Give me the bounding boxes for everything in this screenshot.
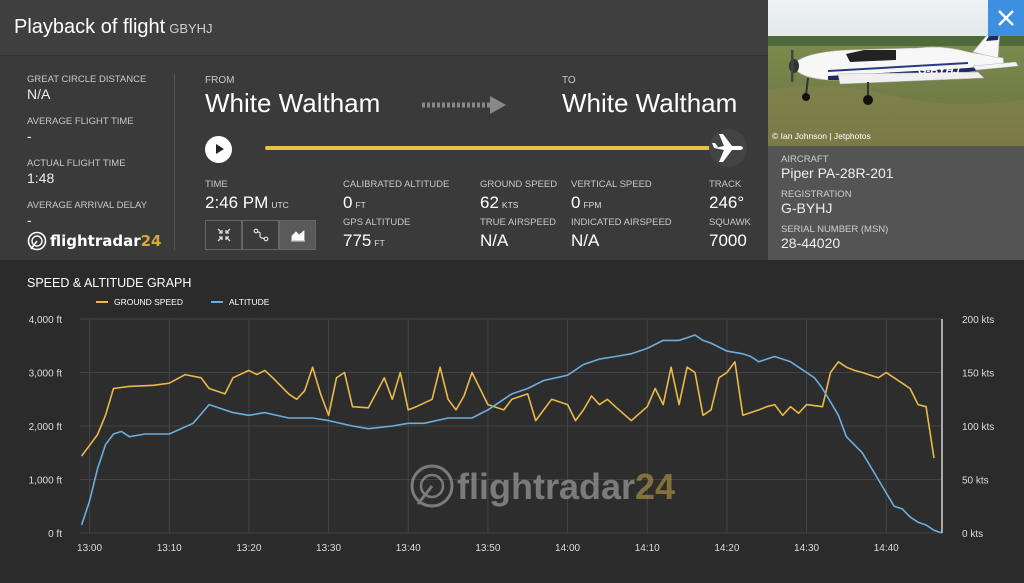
route-icon [253, 228, 268, 242]
y-right-tick-label: 100 kts [962, 422, 994, 433]
stat-label-delay: AVERAGE ARRIVAL DELAY [27, 200, 148, 211]
registration-value: G-BYHJ [781, 200, 833, 216]
aircraft-image: G-BYHJ [768, 0, 1024, 146]
y-left-tick-label: 0 ft [48, 529, 62, 540]
gps-altitude-value: 775 FT [343, 231, 385, 250]
logo-number: 24 [140, 232, 162, 250]
registration-marking: G-BYHJ [918, 65, 960, 77]
legend-altitude: ALTITUDE [211, 297, 269, 307]
legend-ground-speed: GROUND SPEED [96, 297, 183, 307]
x-tick-label: 13:50 [475, 543, 500, 554]
flight-info-panel: GREAT CIRCLE DISTANCE N/A AVERAGE FLIGHT… [0, 56, 768, 260]
flight-stats: GREAT CIRCLE DISTANCE N/A AVERAGE FLIGHT… [27, 74, 177, 242]
airplane-icon[interactable] [706, 128, 750, 168]
view-toggle-group [205, 220, 316, 250]
x-tick-label: 14:00 [555, 543, 580, 554]
playback-progress[interactable] [265, 146, 725, 150]
stat-value-delay: - [27, 212, 32, 228]
play-button[interactable] [205, 136, 232, 163]
aircraft-photo: G-BYHJ [768, 0, 1024, 146]
route-arrow-icon [422, 96, 506, 114]
time-value: 2:46 PM UTC [205, 193, 289, 212]
x-tick-label: 13:10 [157, 543, 182, 554]
y-left-tick-label: 3,000 ft [29, 369, 63, 380]
true-airspeed-label: TRUE AIRSPEED [480, 217, 557, 228]
watermark-logo: flightradar24 [410, 464, 675, 508]
x-tick-label: 14:20 [714, 543, 739, 554]
indicated-airspeed-label: INDICATED AIRSPEED [571, 217, 672, 228]
x-tick-label: 14:10 [635, 543, 660, 554]
graph-title: SPEED & ALTITUDE GRAPH [27, 276, 192, 290]
from-label: FROM [205, 75, 235, 86]
squawk-value: 7000 [709, 231, 747, 250]
ground-speed-label: GROUND SPEED [480, 179, 558, 190]
x-tick-label: 13:40 [396, 543, 421, 554]
squawk-label: SQUAWK [709, 217, 751, 228]
photo-credit: © Ian Johnson | Jetphotos [772, 131, 871, 141]
from-city: White Waltham [205, 88, 381, 118]
stat-label-distance: GREAT CIRCLE DISTANCE [27, 74, 147, 85]
y-right-tick-label: 0 kts [962, 529, 983, 540]
serial-number-label: SERIAL NUMBER (MSN) [781, 224, 889, 235]
x-tick-label: 13:30 [316, 543, 341, 554]
legend-swatch-ground-speed [96, 301, 108, 303]
stat-value-actual-time: 1:48 [27, 170, 55, 186]
gps-altitude-label: GPS ALTITUDE [343, 217, 411, 228]
collapse-view-button[interactable] [205, 220, 242, 250]
graph-view-button[interactable] [279, 220, 316, 250]
legend-label-ground-speed: GROUND SPEED [114, 297, 183, 307]
flightradar-logo: flightradar24 [27, 231, 162, 251]
logo-text: flightradar [50, 232, 141, 250]
aircraft-type-value: Piper PA-28R-201 [781, 165, 894, 181]
x-tick-label: 13:00 [77, 543, 102, 554]
indicated-airspeed-value: N/A [571, 231, 600, 250]
track-value: 246° [709, 193, 745, 212]
stat-value-distance: N/A [27, 86, 51, 102]
ground-speed-value: 62 KTS [480, 193, 519, 212]
calibrated-altitude-label: CALIBRATED ALTITUDE [343, 179, 450, 190]
y-left-tick-label: 2,000 ft [29, 422, 63, 433]
stat-label-avg-time: AVERAGE FLIGHT TIME [27, 116, 134, 127]
callsign: GBYHJ [169, 21, 213, 36]
aircraft-type-label: AIRCRAFT [781, 154, 829, 165]
header-bar: Playback of flight GBYHJ [0, 0, 768, 56]
x-tick-label: 14:30 [794, 543, 819, 554]
divider [174, 74, 175, 250]
to-city: White Waltham [562, 88, 738, 118]
y-right-tick-label: 150 kts [962, 369, 994, 380]
svg-text:flightradar24: flightradar24 [457, 466, 675, 507]
stat-label-actual-time: ACTUAL FLIGHT TIME [27, 158, 126, 169]
page-title: Playback of flight GBYHJ [14, 16, 213, 39]
true-airspeed-value: N/A [480, 231, 509, 250]
close-button[interactable] [988, 0, 1024, 36]
close-icon [998, 10, 1014, 26]
serial-number-value: 28-44020 [781, 235, 841, 251]
calibrated-altitude-value: 0 FT [343, 193, 366, 212]
legend-swatch-altitude [211, 301, 223, 303]
route-view-button[interactable] [242, 220, 279, 250]
x-tick-label: 13:20 [236, 543, 261, 554]
ground-speed-line [80, 361, 935, 459]
time-label: TIME [205, 179, 228, 190]
legend-label-altitude: ALTITUDE [229, 297, 270, 307]
y-left-tick-label: 1,000 ft [29, 476, 63, 487]
to-label: TO [562, 75, 576, 86]
radar-icon [27, 231, 47, 251]
vertical-speed-label: VERTICAL SPEED [571, 179, 652, 190]
altitude-line [80, 334, 943, 534]
collapse-icon [217, 228, 230, 242]
registration-label: REGISTRATION [781, 189, 852, 200]
stat-value-avg-time: - [27, 128, 32, 144]
speed-altitude-chart[interactable]: 0 ft 0 kts 1,000 ft 50 kts 2,000 ft 100 kts 3,… [0, 260, 1024, 583]
aircraft-info: AIRCRAFT Piper PA-28R-201 REGISTRATION G… [768, 146, 1024, 260]
vertical-speed-value: 0 FPM [571, 193, 602, 212]
y-right-tick-label: 200 kts [962, 315, 994, 326]
speed-altitude-graph-section: SPEED & ALTITUDE GRAPH GROUND SPEED ALTI… [0, 260, 1024, 583]
track-label: TRACK [709, 179, 742, 190]
title-text: Playback of flight [14, 16, 166, 38]
graph-icon [290, 230, 305, 242]
y-left-tick-label: 4,000 ft [29, 315, 63, 326]
x-tick-label: 14:40 [874, 543, 899, 554]
y-right-tick-label: 50 kts [962, 476, 989, 487]
